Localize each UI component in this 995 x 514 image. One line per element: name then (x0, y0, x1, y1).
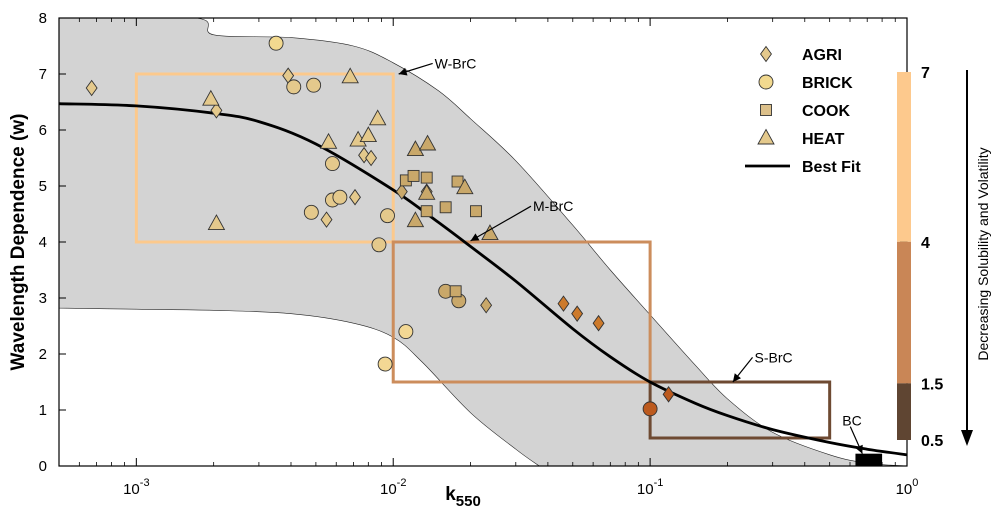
colorbar-tick-label: 7 (921, 65, 930, 82)
data-point-heat (319, 132, 338, 149)
data-point-agri (480, 297, 493, 314)
data-point-brick (371, 237, 387, 253)
annotation-arrow-head (855, 444, 863, 454)
legend-label: BRICK (802, 75, 853, 92)
legend-label: HEAT (802, 131, 845, 148)
data-point-cook (407, 169, 420, 182)
x-tick-label: 10-3 (123, 477, 149, 498)
series-cook (399, 169, 482, 298)
region-label-m-brc: M-BrC (533, 198, 573, 214)
annotation-arrow-head (398, 67, 408, 76)
data-point-cook (420, 205, 433, 218)
data-point-heat (368, 109, 387, 126)
legend: AGRI BRICK COOK HEAT Best Fit (745, 45, 861, 176)
data-point-heat (359, 126, 378, 143)
y-tick-label: 7 (39, 66, 47, 83)
data-point-agri (320, 211, 333, 228)
annotation-arrow-line (470, 205, 532, 242)
legend-item-brick: BRICK (758, 74, 853, 92)
series-agri (85, 67, 675, 403)
y-tick-label: 2 (39, 346, 47, 363)
region-label-w-brc: W-BrC (435, 55, 477, 71)
y-tick-label: 1 (39, 402, 47, 419)
data-point-agri (365, 149, 378, 167)
data-point-cook (449, 285, 462, 298)
region-m-brc (391, 240, 652, 384)
y-tick-label: 4 (39, 234, 47, 251)
legend-label: Best Fit (802, 159, 861, 176)
plot-clip-group (59, 18, 907, 466)
colorbar-band (897, 72, 911, 242)
x-tick-label: 10-2 (380, 477, 406, 498)
data-point-brick (398, 324, 414, 340)
data-point-brick (306, 77, 322, 93)
colorbar-band (897, 241, 911, 384)
data-point-heat (417, 183, 436, 200)
data-point-brick (642, 401, 658, 417)
data-point-agri (349, 188, 361, 206)
data-point-agri (395, 183, 408, 200)
data-point-brick (286, 79, 302, 95)
data-point-agri (85, 79, 98, 97)
legend-marker-circle (758, 74, 774, 90)
series-heat (202, 67, 499, 241)
data-point-agri (557, 295, 570, 312)
colorbar-band (897, 383, 911, 440)
data-point-brick (324, 156, 340, 172)
legend-label: COOK (802, 103, 850, 120)
data-point-brick (268, 35, 284, 51)
legend-item-agri: AGRI (760, 45, 842, 64)
data-point-heat (406, 211, 425, 228)
x-tick-label: 100 (896, 477, 919, 498)
data-point-cook (420, 171, 433, 184)
legend-item-best-fit: Best Fit (745, 159, 861, 176)
y-tick-label: 0 (39, 458, 47, 475)
y-tick-label: 5 (39, 178, 47, 195)
data-point-heat (207, 214, 226, 230)
annotation-arrow-head (470, 233, 480, 241)
region-label-bc: BC (842, 413, 861, 429)
y-tick-label: 6 (39, 122, 47, 139)
y-axis-label: Wavelength Dependence (w) (8, 114, 29, 371)
data-point-heat (456, 178, 474, 195)
data-point-agri (571, 305, 584, 322)
data-point-agri (662, 386, 675, 403)
series-brick (268, 35, 658, 417)
data-point-heat (202, 89, 220, 106)
data-point-heat (341, 67, 359, 84)
data-point-brick (380, 208, 395, 224)
bc-region (855, 453, 883, 466)
legend-marker-square (760, 104, 772, 116)
legend-item-cook: COOK (760, 103, 850, 120)
data-point-brick (332, 189, 348, 205)
legend-item-heat: HEAT (757, 128, 845, 148)
legend-label: AGRI (802, 47, 842, 64)
data-point-heat (418, 134, 437, 151)
data-point-cook (470, 205, 482, 218)
colorbar-tick-label: 0.5 (921, 433, 943, 450)
legend-marker-triangle (757, 128, 775, 145)
region-label-s-brc: S-BrC (755, 349, 793, 365)
data-point-brick (377, 356, 393, 372)
data-point-brick (303, 204, 319, 220)
x-tick-label: 10-1 (637, 477, 663, 498)
data-point-agri (592, 314, 605, 332)
colorbar-label: Decreasing Solubility and Volatility (975, 147, 991, 360)
annotation-arrow-head (732, 373, 742, 382)
colorbar-tick-label: 4 (921, 235, 930, 252)
legend-marker-diamond (760, 45, 772, 63)
colorbar: 7 4 1.5 0.5 Decreasing Solubility and Volati… (897, 65, 991, 450)
colorbar-arrow-head (961, 430, 973, 446)
x-axis-label: k550 (445, 484, 481, 510)
data-point-agri (210, 102, 223, 119)
data-point-cook (439, 201, 452, 214)
y-tick-label: 8 (39, 10, 47, 27)
region-w-brc (134, 72, 395, 244)
y-tick-label: 3 (39, 290, 47, 307)
plot-area: W-BrC M-BrC S-BrC BC (59, 18, 907, 466)
best-fit-line (59, 102, 907, 457)
data-point-heat (406, 140, 425, 157)
colorbar-tick-label: 1.5 (921, 376, 943, 393)
